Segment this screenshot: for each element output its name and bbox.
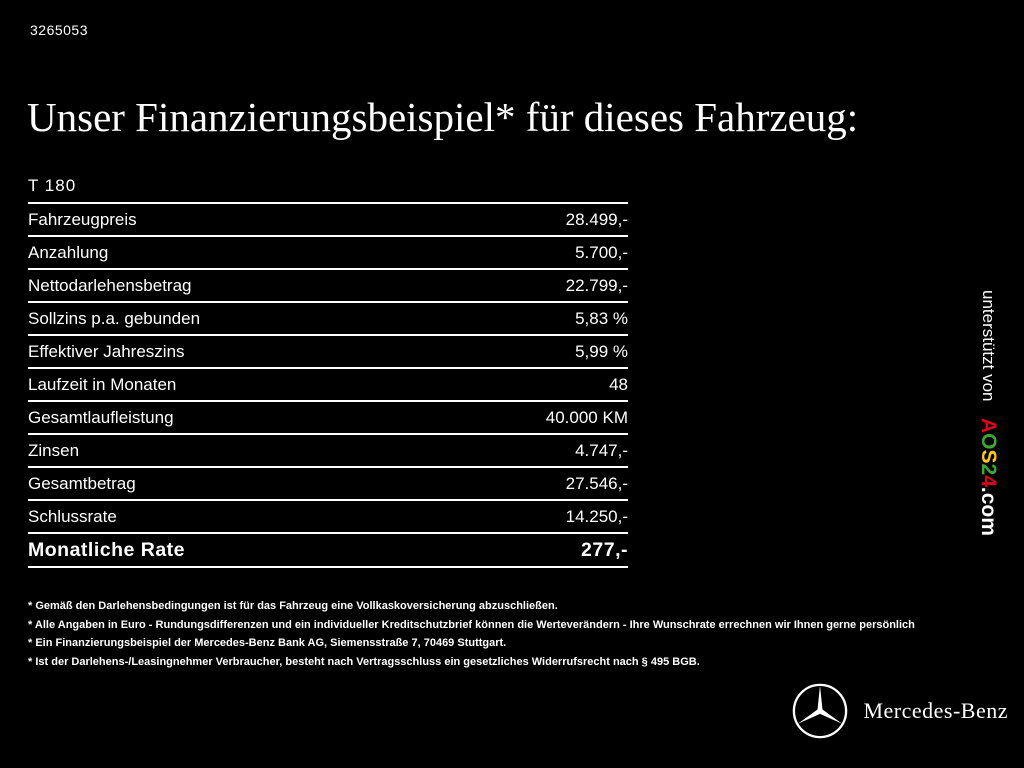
footnote: * Ist der Darlehens-/Leasingnehmer Verbr… [28, 655, 700, 668]
aos24-letter: 4 [977, 474, 1000, 487]
row-label: Gesamtlaufleistung [28, 407, 174, 427]
table-row: Effektiver Jahreszins 5,99 % [28, 336, 628, 369]
row-value: 14.250,- [565, 506, 628, 526]
supported-by-label: unterstützt von [979, 290, 998, 402]
footnotes: * Gemäß den Darlehensbedingungen ist für… [28, 601, 1013, 675]
row-label: Schlussrate [28, 506, 117, 526]
row-value: 5,83 % [575, 308, 628, 328]
aos24-domain-suffix: .com [977, 486, 1000, 536]
financing-table: T 180 Fahrzeugpreis 28.499,- Anzahlung 5… [28, 170, 628, 568]
aos24-logo: AOS24.com [977, 418, 1000, 536]
table-row: Fahrzeugpreis 28.499,- [28, 204, 628, 237]
row-value: 22.799,- [565, 275, 628, 295]
footnote: * Alle Angaben in Euro - Rundungsdiffere… [28, 618, 915, 631]
aos24-letter: 2 [977, 463, 1000, 475]
table-row: Laufzeit in Monaten 48 [28, 369, 628, 402]
row-label: Effektiver Jahreszins [28, 341, 185, 361]
listing-id: 3265053 [30, 22, 89, 38]
row-value: 28.499,- [565, 209, 628, 229]
row-value: 27.546,- [565, 473, 628, 493]
table-row: Nettodarlehensbetrag 22.799,- [28, 270, 628, 303]
row-value: 40.000 KM [545, 407, 628, 427]
table-row: Anzahlung 5.700,- [28, 237, 628, 270]
row-label: Zinsen [28, 440, 80, 460]
row-label: Fahrzeugpreis [28, 209, 137, 229]
monthly-rate-row: Monatliche Rate 277,- [28, 534, 628, 568]
row-value: 277,- [581, 538, 628, 561]
footnote: * Gemäß den Darlehensbedingungen ist für… [28, 600, 558, 612]
row-label: Sollzins p.a. gebunden [28, 308, 201, 328]
row-label: Gesamtbetrag [28, 473, 136, 493]
row-value: 48 [609, 374, 628, 394]
vehicle-model: T 180 [28, 170, 628, 204]
mercedes-star-icon [793, 683, 848, 739]
row-value: 4.747,- [575, 440, 628, 460]
row-label: Laufzeit in Monaten [28, 374, 177, 394]
table-row: Sollzins p.a. gebunden 5,83 % [28, 303, 628, 336]
brand-name: Mercedes-Benz [863, 698, 1008, 723]
row-label: Nettodarlehensbetrag [28, 275, 192, 295]
table-row: Schlussrate 14.250,- [28, 501, 628, 534]
footnote: * Ein Finanzierungsbeispiel der Mercedes… [28, 637, 507, 649]
aos24-letter: O [977, 432, 1000, 450]
row-value: 5.700,- [575, 242, 628, 262]
row-label: Anzahlung [28, 242, 109, 262]
brand-footer: Mercedes-Benz [791, 682, 1008, 740]
table-row: Gesamtbetrag 27.546,- [28, 468, 628, 501]
table-row: Zinsen 4.747,- [28, 435, 628, 468]
aos24-letter: S [977, 449, 1000, 464]
supported-by-strip: unterstützt von AOS24.com [976, 290, 1000, 535]
row-label: Monatliche Rate [28, 538, 186, 561]
aos24-letter: A [977, 417, 1000, 433]
row-value: 5,99 % [575, 341, 628, 361]
page-title: Unser Finanzierungsbeispiel* für dieses … [27, 94, 859, 141]
table-row: Gesamtlaufleistung 40.000 KM [28, 402, 628, 435]
